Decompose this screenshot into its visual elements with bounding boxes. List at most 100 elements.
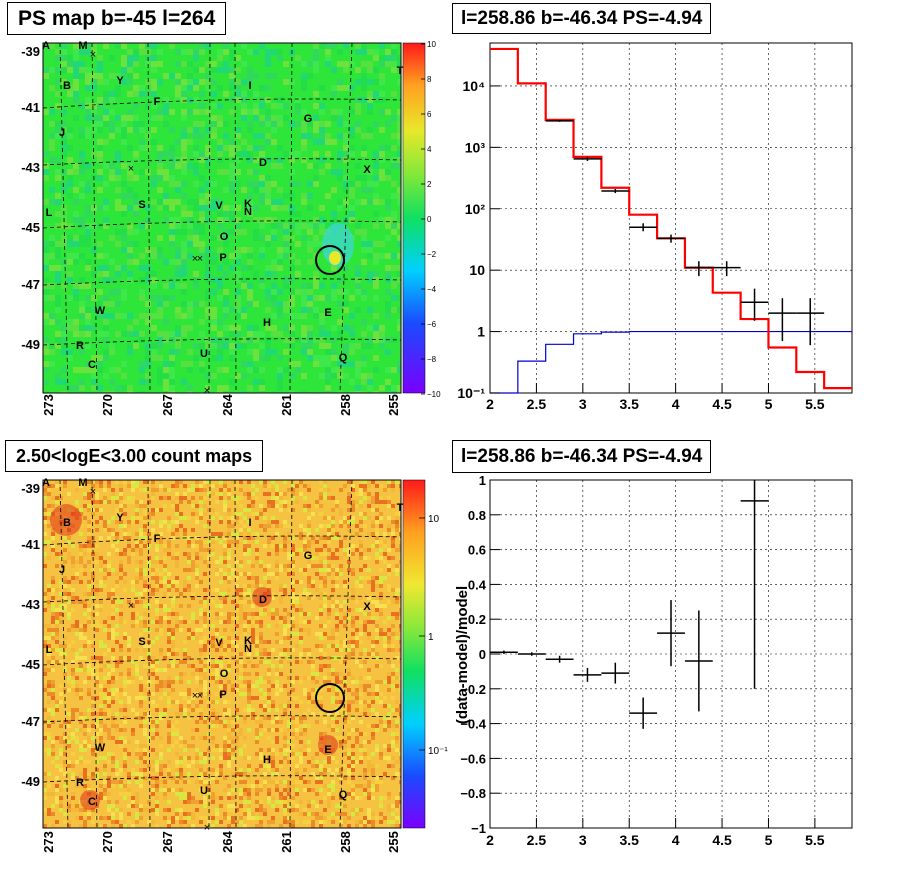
- map-pixel: [127, 391, 133, 393]
- map-pixel: [231, 752, 235, 756]
- map-pixel: [203, 488, 207, 492]
- map-pixel: [155, 616, 159, 620]
- map-pixel: [121, 133, 127, 139]
- map-pixel: [215, 668, 219, 672]
- map-pixel: [155, 804, 159, 808]
- map-pixel: [67, 552, 71, 556]
- map-pixel: [299, 800, 303, 804]
- map-pixel: [151, 343, 157, 349]
- map-pixel: [131, 796, 135, 800]
- map-pixel: [277, 313, 283, 319]
- map-pixel: [91, 205, 97, 211]
- map-pixel: [313, 43, 319, 49]
- map-pixel: [103, 696, 107, 700]
- map-pixel: [385, 121, 391, 127]
- map-pixel: [255, 680, 259, 684]
- map-pixel: [315, 588, 319, 592]
- map-pixel: [289, 235, 295, 241]
- map-pixel: [127, 532, 131, 536]
- map-pixel: [215, 724, 219, 728]
- map-pixel: [115, 169, 121, 175]
- map-pixel: [151, 760, 155, 764]
- map-pixel: [303, 628, 307, 632]
- map-pixel: [171, 536, 175, 540]
- map-pixel: [295, 211, 301, 217]
- map-pixel: [187, 704, 191, 708]
- map-pixel: [271, 648, 275, 652]
- map-pixel: [139, 532, 143, 536]
- map-pixel: [171, 776, 175, 780]
- map-pixel: [355, 636, 359, 640]
- map-pixel: [199, 193, 205, 199]
- map-pixel: [115, 760, 119, 764]
- map-pixel: [43, 253, 49, 259]
- map-pixel: [375, 496, 379, 500]
- map-pixel: [267, 800, 271, 804]
- map-pixel: [339, 656, 343, 660]
- map-pixel: [75, 656, 79, 660]
- map-pixel: [259, 704, 263, 708]
- map-pixel: [265, 187, 271, 193]
- map-pixel: [283, 500, 287, 504]
- map-pixel: [247, 672, 251, 676]
- map-pixel: [139, 572, 143, 576]
- map-pixel: [367, 109, 373, 115]
- map-pixel: [119, 568, 123, 572]
- map-pixel: [363, 700, 367, 704]
- map-pixel: [91, 385, 97, 391]
- map-pixel: [85, 97, 91, 103]
- map-pixel: [307, 724, 311, 728]
- map-pixel: [87, 524, 91, 528]
- map-pixel: [211, 205, 217, 211]
- map-pixel: [277, 265, 283, 271]
- map-pixel: [151, 808, 155, 812]
- map-pixel: [331, 337, 337, 343]
- map-pixel: [379, 580, 383, 584]
- map-pixel: [361, 391, 367, 393]
- map-pixel: [139, 564, 143, 568]
- map-pixel: [219, 532, 223, 536]
- map-pixel: [107, 560, 111, 564]
- map-pixel: [43, 391, 49, 393]
- map-pixel: [167, 632, 171, 636]
- map-pixel: [327, 656, 331, 660]
- map-pixel: [247, 584, 251, 588]
- map-pixel: [327, 804, 331, 808]
- map-pixel: [205, 157, 211, 163]
- map-pixel: [331, 496, 335, 500]
- map-pixel: [399, 548, 401, 552]
- map-pixel: [63, 560, 67, 564]
- map-pixel: [139, 592, 143, 596]
- map-pixel: [247, 684, 251, 688]
- map-pixel: [283, 524, 287, 528]
- map-pixel: [327, 664, 331, 668]
- map-pixel: [111, 812, 115, 816]
- map-pixel: [267, 700, 271, 704]
- map-pixel: [111, 568, 115, 572]
- map-pixel: [47, 668, 51, 672]
- map-pixel: [223, 187, 229, 193]
- map-pixel: [187, 73, 193, 79]
- map-pixel: [367, 700, 371, 704]
- map-pixel: [343, 307, 349, 313]
- map-pixel: [279, 720, 283, 724]
- map-pixel: [155, 660, 159, 664]
- map-pixel: [301, 61, 307, 67]
- map-pixel: [111, 688, 115, 692]
- map-pixel: [375, 536, 379, 540]
- map-pixel: [235, 91, 241, 97]
- map-pixel: [163, 295, 169, 301]
- map-pixel: [51, 544, 55, 548]
- map-pixel: [247, 516, 251, 520]
- map-pixel: [383, 640, 387, 644]
- map-pixel: [123, 752, 127, 756]
- map-pixel: [59, 644, 63, 648]
- map-pixel: [347, 704, 351, 708]
- map-pixel: [343, 121, 349, 127]
- map-pixel: [63, 636, 67, 640]
- map-pixel: [131, 708, 135, 712]
- map-pixel: [179, 788, 183, 792]
- map-pixel: [143, 612, 147, 616]
- map-pixel: [367, 67, 373, 73]
- map-pixel: [259, 732, 263, 736]
